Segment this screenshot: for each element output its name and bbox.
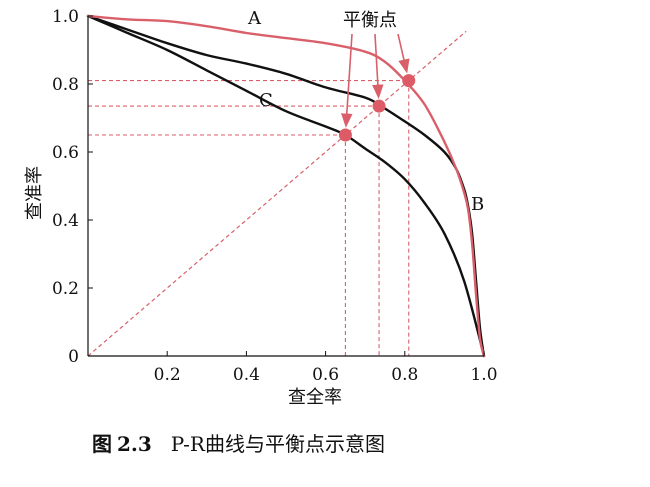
curve-label-a: A (247, 8, 262, 29)
caption-title: P-R曲线与平衡点示意图 (170, 432, 385, 456)
break-even-point-b (372, 99, 386, 113)
break-even-points (338, 74, 416, 142)
y-tick-label: 0.4 (52, 211, 79, 231)
break-even-point-a (402, 74, 416, 88)
curves (86, 14, 486, 358)
x-tick-label: 0.4 (233, 365, 260, 385)
figure-caption: 图 2.3 P-R曲线与平衡点示意图 (92, 428, 385, 457)
annotation-arrow (372, 33, 384, 99)
curve-label-b: B (471, 194, 484, 215)
y-axis-title: 查准率 (24, 166, 45, 220)
annotation-arrows (341, 33, 410, 128)
y-tick-label: 0.6 (52, 143, 79, 163)
x-tick-label: 0.6 (312, 365, 339, 385)
y-tick-label: 0.8 (52, 75, 79, 95)
annotation-arrow (341, 33, 353, 128)
break-even-annotation: 平衡点 (343, 10, 397, 31)
annotation-arrow (397, 33, 410, 74)
break-even-guides (88, 80, 410, 356)
x-axis-title: 查全率 (288, 387, 342, 408)
caption-figure-number: 2.3 (117, 432, 152, 456)
y-tick-label: 0.2 (52, 279, 79, 299)
x-tick-label: 0.8 (391, 365, 418, 385)
x-tick-label: 1.0 (470, 365, 497, 385)
x-tick-label: 0.2 (154, 365, 181, 385)
break-even-point-c (338, 128, 352, 142)
curve-label-c: C (259, 90, 273, 111)
tick-labels: 0 0.2 0.4 0.6 0.8 1.0 0.2 0.4 0.6 0.8 1.0 (52, 7, 498, 385)
y-tick-label: 0 (68, 347, 79, 367)
caption-figure-label: 图 (92, 432, 112, 456)
y-tick-label: 1.0 (52, 7, 79, 27)
axes (87, 15, 485, 357)
diagonal-line (87, 30, 467, 357)
